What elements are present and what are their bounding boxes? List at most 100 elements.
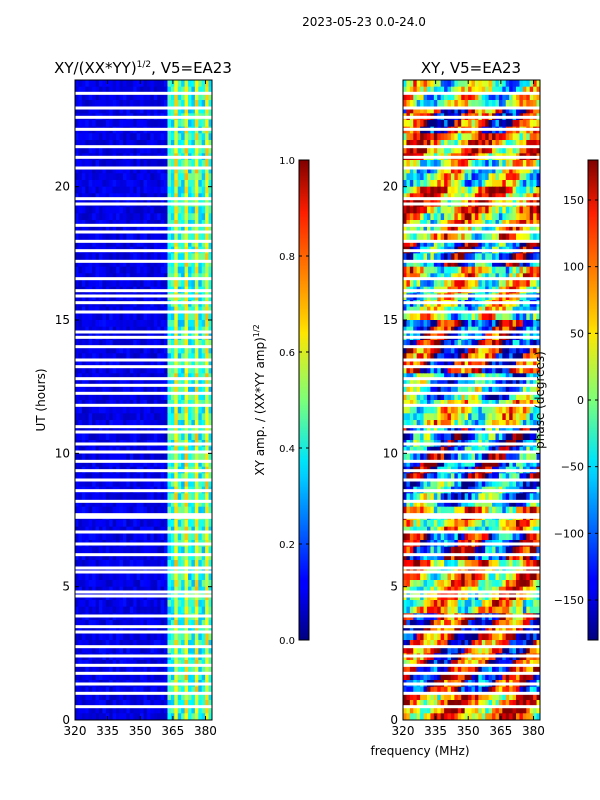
heatmap-cell <box>92 120 96 128</box>
heatmap-cell <box>174 640 179 648</box>
heatmap-cell <box>170 706 175 714</box>
heatmap-cell <box>423 106 428 114</box>
heatmap-cell <box>109 100 114 108</box>
heatmap-cell <box>92 166 96 174</box>
heatmap-cell <box>153 500 158 508</box>
heatmap-cell <box>468 240 472 248</box>
heatmap-cell <box>109 553 114 561</box>
heatmap-cell <box>416 100 421 108</box>
heatmap-cell <box>98 533 103 541</box>
heatmap-cell <box>98 133 103 141</box>
heatmap-cell <box>85 566 90 574</box>
heatmap-cell <box>95 120 100 128</box>
heatmap-cell <box>450 146 455 154</box>
heatmap-cell <box>78 173 83 181</box>
heatmap-cell <box>181 686 185 694</box>
heatmap-cell <box>92 446 96 454</box>
heatmap-cell <box>481 140 486 148</box>
heatmap-cell <box>177 160 182 168</box>
heatmap-cell <box>201 240 206 248</box>
heatmap-cell <box>95 640 100 648</box>
heatmap-cell <box>160 673 165 681</box>
heatmap-cell <box>433 93 438 101</box>
heatmap-cell <box>116 140 120 148</box>
heatmap-cell <box>485 173 490 181</box>
heatmap-cell <box>177 480 182 488</box>
heatmap-cell <box>153 273 158 281</box>
heatmap-cell <box>75 80 79 88</box>
heatmap-cell <box>140 266 144 274</box>
heatmap-cell <box>164 193 168 201</box>
heatmap-cell <box>153 186 158 194</box>
heatmap-cell <box>140 520 144 528</box>
heatmap-cell <box>174 133 179 141</box>
heatmap-cell <box>464 233 469 241</box>
heatmap-cell <box>102 313 107 321</box>
heatmap-cell <box>208 673 212 681</box>
heatmap-cell <box>153 233 158 241</box>
heatmap-cell <box>136 506 141 514</box>
heatmap-cell <box>109 273 114 281</box>
heatmap-cell <box>116 493 120 501</box>
heatmap-cell <box>75 493 79 501</box>
heatmap-cell <box>153 626 158 634</box>
heatmap-cell <box>194 266 199 274</box>
heatmap-cell <box>426 233 431 241</box>
heatmap-cell <box>140 560 144 568</box>
heatmap-cell <box>208 266 212 274</box>
heatmap-cell <box>208 500 212 508</box>
heatmap-cell <box>126 193 131 201</box>
heatmap-cell <box>105 706 110 714</box>
heatmap-cell <box>153 353 158 361</box>
heatmap-cell <box>160 586 165 594</box>
heatmap-cell <box>423 120 428 128</box>
heatmap-cell <box>198 213 203 221</box>
heatmap-cell <box>191 500 196 508</box>
heatmap-cell <box>205 193 209 201</box>
heatmap-cell <box>95 666 100 674</box>
heatmap-cell <box>153 480 158 488</box>
heatmap-cell <box>129 353 134 361</box>
heatmap-cell <box>143 406 148 414</box>
heatmap-cell <box>474 233 479 241</box>
heatmap-cell <box>177 693 182 701</box>
heatmap-cell <box>122 380 127 388</box>
heatmap-cell <box>184 673 189 681</box>
heatmap-cell <box>406 180 411 188</box>
heatmap-cell <box>194 460 199 468</box>
heatmap-cell <box>194 586 199 594</box>
heatmap-cell <box>450 100 455 108</box>
heatmap-cell <box>170 360 175 368</box>
heatmap-cell <box>136 266 141 274</box>
heatmap-cell <box>498 173 503 181</box>
heatmap-cell <box>140 233 144 241</box>
heatmap-cell <box>437 186 442 194</box>
heatmap-cell <box>403 140 407 148</box>
heatmap-cell <box>160 386 165 394</box>
heatmap-cell <box>133 93 138 101</box>
heatmap-cell <box>98 373 103 381</box>
heatmap-cell <box>170 526 175 534</box>
heatmap-cell <box>122 520 127 528</box>
heatmap-cell <box>526 93 531 101</box>
heatmap-cell <box>471 166 476 174</box>
heatmap-cell <box>81 193 86 201</box>
heatmap-cell <box>133 506 138 514</box>
heatmap-cell <box>143 386 148 394</box>
heatmap-cell <box>92 426 96 434</box>
heatmap-cell <box>136 400 141 408</box>
heatmap-cell <box>109 373 114 381</box>
heatmap-cell <box>184 693 189 701</box>
heatmap-cell <box>122 580 127 588</box>
heatmap-cell <box>122 180 127 188</box>
heatmap-cell <box>205 573 209 581</box>
heatmap-cell <box>437 233 442 241</box>
heatmap-cell <box>78 400 83 408</box>
heatmap-cell <box>188 533 192 541</box>
heatmap-cell <box>208 320 212 328</box>
heatmap-cell <box>129 86 134 94</box>
heatmap-cell <box>201 646 206 654</box>
heatmap-cell <box>409 193 414 201</box>
heatmap-cell <box>88 400 93 408</box>
heatmap-cell <box>184 473 189 481</box>
